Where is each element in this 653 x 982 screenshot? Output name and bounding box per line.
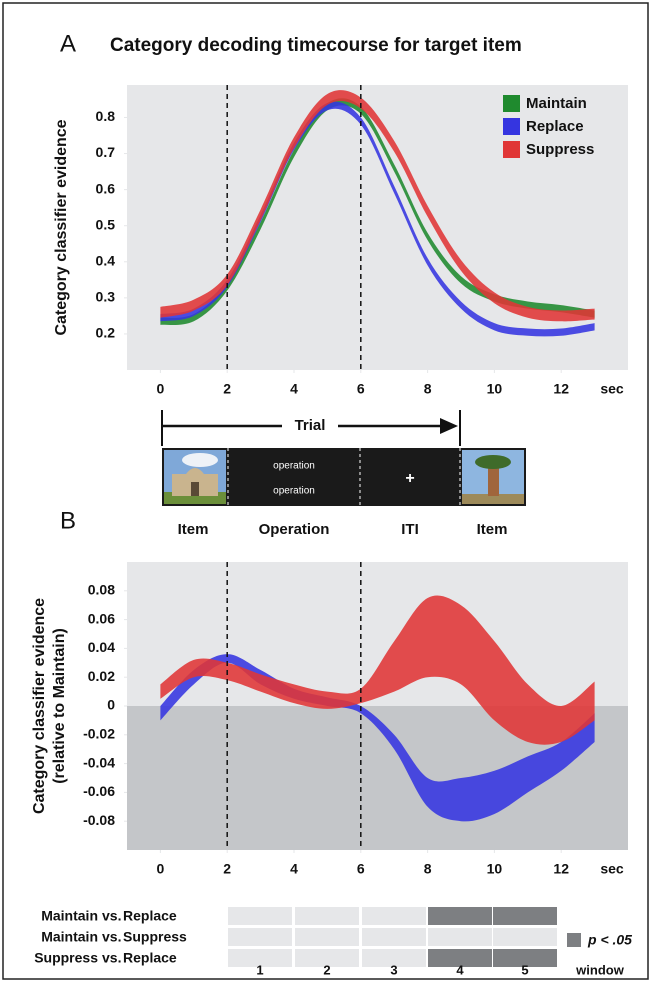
- y-tick-label: -0.08: [83, 812, 115, 828]
- window-cell: [295, 928, 359, 946]
- comparison-vs: vs.: [102, 950, 121, 966]
- x-tick-label: 10: [487, 861, 503, 877]
- y-tick-label: 0.7: [96, 144, 116, 160]
- y-tick-label: 0: [107, 697, 115, 713]
- legend-swatch: [503, 95, 520, 112]
- x-tick-label: 4: [290, 381, 298, 397]
- window-label: 4: [456, 962, 464, 977]
- legend-label: p < .05: [587, 932, 632, 948]
- comparison-b: Suppress: [123, 929, 187, 945]
- window-cell: [228, 928, 292, 946]
- trial-diagram: Trial operation operation + Item Operati…: [162, 410, 526, 538]
- y-tick-label: 0.8: [96, 108, 116, 124]
- window-label: 1: [256, 962, 263, 977]
- y-axis-label: (relative to Maintain): [51, 628, 68, 784]
- x-tick-label: 12: [553, 861, 569, 877]
- comparison-b: Replace: [123, 908, 177, 924]
- chart-title: Category decoding timecourse for target …: [110, 35, 522, 56]
- window-cell: [362, 907, 426, 925]
- legend-label: Maintain: [526, 95, 587, 112]
- comparison-vs: vs.: [102, 908, 121, 924]
- y-axis-label: Category classifier evidence: [53, 119, 70, 335]
- figure: Trial operation operation + Item Operati…: [0, 0, 653, 982]
- x-axis-label: sec: [600, 381, 624, 397]
- legend-label: Replace: [526, 118, 584, 135]
- item-photo: [462, 450, 524, 504]
- y-tick-label: 0.02: [88, 668, 115, 684]
- y-tick-label: 0.06: [88, 610, 115, 626]
- x-tick-label: 0: [157, 861, 165, 877]
- window-label: 5: [521, 962, 528, 977]
- window-axis-label: window: [575, 962, 625, 977]
- screen-text: operation: [273, 461, 315, 472]
- arrow-head: [440, 418, 458, 434]
- window-cell: [295, 907, 359, 925]
- x-tick-label: 8: [424, 861, 432, 877]
- y-tick-label: -0.04: [83, 754, 115, 770]
- window-cell: [493, 928, 557, 946]
- y-tick-label: 0.4: [96, 252, 116, 268]
- window-cell: [362, 928, 426, 946]
- x-tick-label: 2: [223, 861, 231, 877]
- comparison-a: Maintain: [41, 929, 98, 945]
- legend-swatch: [567, 933, 581, 947]
- x-tick-label: 4: [290, 861, 298, 877]
- window-cell: [428, 907, 492, 925]
- y-tick-label: -0.02: [83, 726, 115, 742]
- trial-label: Trial: [295, 417, 326, 434]
- window-cell: [228, 907, 292, 925]
- legend-label: Suppress: [526, 141, 594, 158]
- comparison-a: Suppress: [34, 950, 98, 966]
- phase-label: Item: [178, 521, 209, 538]
- comparison-vs: vs.: [102, 929, 121, 945]
- y-tick-label: 0.3: [96, 289, 116, 305]
- legend-swatch: [503, 118, 520, 135]
- y-tick-label: 0.5: [96, 216, 116, 232]
- panel-letter: A: [60, 30, 76, 57]
- x-tick-label: 10: [487, 381, 503, 397]
- x-tick-label: 12: [553, 381, 569, 397]
- y-tick-label: 0.08: [88, 582, 115, 598]
- x-tick-label: 0: [157, 381, 165, 397]
- y-tick-label: 0.6: [96, 180, 116, 196]
- phase-label: Operation: [259, 521, 330, 538]
- comparison-a: Maintain: [41, 908, 98, 924]
- window-cell: [428, 928, 492, 946]
- x-axis-label: sec: [600, 861, 624, 877]
- x-tick-label: 2: [223, 381, 231, 397]
- panel-letter: B: [60, 507, 76, 534]
- fixation: +: [405, 470, 414, 487]
- x-tick-label: 6: [357, 381, 365, 397]
- y-tick-label: 0.04: [88, 639, 115, 655]
- y-tick-label: 0.2: [96, 325, 116, 341]
- window-label: 3: [390, 962, 397, 977]
- x-tick-label: 8: [424, 381, 432, 397]
- phase-label: Item: [477, 521, 508, 538]
- page: {"chart_data": [ {"type": "band", "panel…: [0, 0, 653, 982]
- screen-text: operation: [273, 486, 315, 497]
- legend-swatch: [503, 141, 520, 158]
- window-cell: [493, 907, 557, 925]
- y-tick-label: -0.06: [83, 783, 115, 799]
- y-axis-label: Category classifier evidence: [31, 598, 48, 814]
- item-photo: [164, 450, 226, 504]
- phase-label: ITI: [401, 521, 419, 538]
- window-label: 2: [323, 962, 330, 977]
- x-tick-label: 6: [357, 861, 365, 877]
- comparison-b: Replace: [123, 950, 177, 966]
